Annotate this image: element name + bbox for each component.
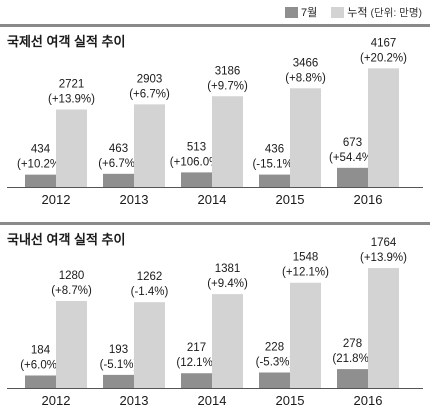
bar-cumulative-2012 [56, 300, 87, 388]
international-chart-panel: 국제선 여객 실적 추이 434 (+10.2%) 2721 (+13.9%) 2012… [0, 24, 430, 213]
legend-item-cumulative: 누적 (단위: 만명) [331, 4, 422, 20]
chart-title: 국제선 여객 실적 추이 [7, 34, 126, 49]
bar-monthly-2014 [181, 172, 212, 187]
value-label-cumulative-2012: 1280 [59, 270, 85, 282]
international-bar-chart: 434 (+10.2%) 2721 (+13.9%) 2012 463 (+6.7%) 290… [7, 37, 423, 207]
change-label-monthly-2015: (-15.1%) [252, 159, 296, 171]
change-label-cumulative-2016: (+20.2%) [360, 52, 407, 64]
change-label-monthly-2016: (21.8%) [332, 353, 372, 365]
bar-monthly-2013 [103, 173, 134, 187]
bar-cumulative-2013 [134, 302, 165, 388]
value-label-monthly-2016: 673 [343, 137, 362, 149]
bar-monthly-2016 [337, 167, 368, 187]
value-label-cumulative-2013: 2903 [137, 73, 163, 85]
change-label-monthly-2013: (-5.1%) [100, 359, 138, 371]
bar-monthly-2012 [25, 174, 56, 187]
bar-cumulative-2015 [290, 282, 321, 388]
value-label-monthly-2013: 463 [109, 143, 128, 155]
bar-monthly-2015 [259, 174, 290, 187]
bar-cumulative-2015 [290, 88, 321, 187]
x-tick-label-2014: 2014 [198, 393, 227, 408]
bar-cumulative-2016 [368, 268, 399, 388]
change-label-cumulative-2014: (+9.4%) [207, 278, 248, 290]
change-label-cumulative-2015: (+8.8%) [285, 72, 326, 84]
panel-top-rule [0, 24, 430, 27]
bar-cumulative-2014 [212, 96, 243, 187]
domestic-chart-panel: 국내선 여객 실적 추이 184 (+6.0%) 1280 (+8.7%) 2012 19… [0, 222, 430, 415]
value-label-cumulative-2015: 3466 [293, 57, 319, 69]
change-label-cumulative-2012: (+13.9%) [48, 94, 95, 106]
legend-swatch-monthly [285, 6, 299, 18]
legend-unit: (단위: 만명) [370, 6, 422, 19]
bar-cumulative-2014 [212, 294, 243, 388]
bar-monthly-2016 [337, 369, 368, 388]
x-tick-label-2012: 2012 [42, 192, 71, 207]
change-label-monthly-2016: (+54.4%) [329, 152, 376, 164]
change-label-cumulative-2013: (+6.7%) [129, 88, 170, 100]
x-tick-label-2012: 2012 [42, 393, 71, 408]
change-label-cumulative-2014: (+9.7%) [207, 80, 248, 92]
value-label-cumulative-2015: 1548 [293, 252, 319, 264]
change-label-monthly-2012: (+6.0%) [20, 359, 61, 371]
panel-top-rule [0, 222, 430, 225]
x-tick-label-2014: 2014 [198, 192, 227, 207]
bar-monthly-2013 [103, 374, 134, 388]
change-label-cumulative-2016: (+13.9%) [360, 252, 407, 264]
value-label-monthly-2014: 217 [187, 342, 206, 354]
chart-legend: 7월 누적 (단위: 만명) [271, 4, 422, 20]
x-tick-label-2013: 2013 [120, 192, 149, 207]
x-tick-label-2015: 2015 [276, 192, 305, 207]
value-label-monthly-2015: 228 [265, 341, 284, 353]
legend-label-monthly: 7월 [301, 7, 318, 19]
value-label-cumulative-2014: 1381 [215, 263, 241, 275]
change-label-monthly-2014: (12.1%) [176, 357, 216, 369]
bar-cumulative-2012 [56, 109, 87, 187]
change-label-monthly-2014: (+106.0%) [170, 156, 224, 168]
legend-item-monthly: 7월 [285, 4, 317, 20]
value-label-cumulative-2016: 1764 [371, 237, 397, 249]
change-label-monthly-2015: (-5.3%) [256, 356, 294, 368]
value-label-monthly-2014: 513 [187, 141, 206, 153]
x-tick-label-2015: 2015 [276, 393, 305, 408]
domestic-bar-chart: 184 (+6.0%) 1280 (+8.7%) 2012 193 (-5.1%) 1262 (… [7, 237, 423, 408]
chart-title: 국내선 여객 실적 추이 [7, 232, 126, 247]
change-label-monthly-2012: (+10.2%) [17, 159, 64, 171]
value-label-cumulative-2016: 4167 [371, 37, 397, 49]
value-label-monthly-2012: 184 [31, 344, 51, 356]
value-label-monthly-2016: 278 [343, 338, 362, 350]
value-label-cumulative-2012: 2721 [59, 79, 85, 91]
value-label-cumulative-2014: 3186 [215, 65, 241, 77]
value-label-monthly-2013: 193 [109, 344, 128, 356]
bar-monthly-2012 [25, 375, 56, 388]
value-label-cumulative-2013: 1262 [137, 271, 163, 283]
value-label-monthly-2012: 434 [31, 144, 51, 156]
bar-cumulative-2013 [134, 104, 165, 187]
change-label-cumulative-2012: (+8.7%) [51, 285, 92, 297]
change-label-cumulative-2013: (-1.4%) [131, 286, 169, 298]
bar-monthly-2014 [181, 373, 212, 388]
x-tick-label-2016: 2016 [354, 192, 383, 207]
x-tick-label-2013: 2013 [120, 393, 149, 408]
x-tick-label-2016: 2016 [354, 393, 383, 408]
change-label-cumulative-2015: (+12.1%) [282, 267, 329, 279]
legend-label-cumulative: 누적 [347, 7, 368, 19]
value-label-monthly-2015: 436 [265, 144, 284, 156]
bar-cumulative-2016 [368, 68, 399, 187]
change-label-monthly-2013: (+6.7%) [98, 158, 139, 170]
bar-monthly-2015 [259, 372, 290, 388]
legend-swatch-cumulative [331, 6, 345, 18]
